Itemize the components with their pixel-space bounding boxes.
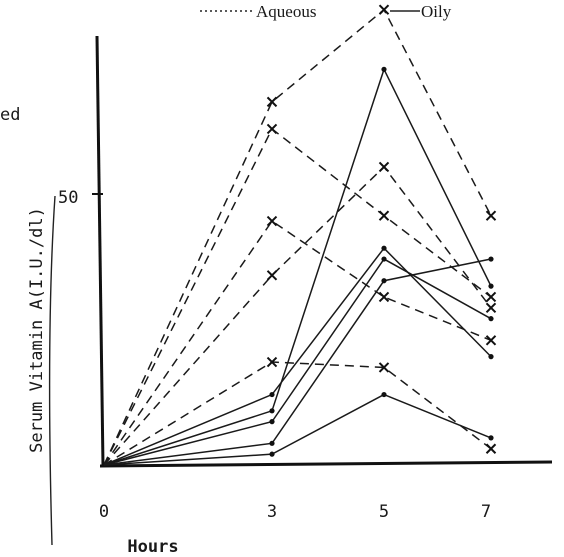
series-4-point-2 bbox=[378, 161, 390, 173]
series-line-7 bbox=[103, 247, 492, 466]
series-10-point-1 bbox=[269, 451, 275, 457]
legend-aqueous-label: Aqueous bbox=[256, 2, 316, 21]
series-10-point-2 bbox=[381, 391, 387, 398]
series-6-point-2 bbox=[381, 66, 387, 72]
series-1-point-1 bbox=[266, 96, 278, 108]
y-axis bbox=[95, 35, 105, 467]
series-9-point-3 bbox=[488, 256, 494, 262]
x-tick-label-5: 5 bbox=[379, 502, 389, 522]
series-8-point-3 bbox=[488, 316, 494, 322]
series-3-point-1 bbox=[266, 215, 278, 227]
x-tick-label-7: 7 bbox=[481, 502, 491, 522]
series-7-point-2 bbox=[381, 245, 387, 251]
series-line-5 bbox=[103, 361, 492, 466]
series-5-point-1 bbox=[266, 356, 278, 368]
series-2-point-1 bbox=[266, 123, 278, 135]
series-2-point-2 bbox=[378, 210, 390, 221]
series-line-4 bbox=[103, 165, 492, 466]
y-tick-label-50: 50 bbox=[58, 188, 78, 208]
x-tick-label-0: 0 bbox=[99, 502, 109, 522]
series-line-8 bbox=[103, 258, 492, 466]
series-layer bbox=[103, 4, 497, 466]
series-7-point-1 bbox=[269, 391, 275, 398]
series-3-point-2 bbox=[378, 291, 390, 303]
series-8-point-1 bbox=[269, 419, 275, 425]
series-4-point-3 bbox=[485, 302, 497, 314]
series-1-point-3 bbox=[485, 210, 497, 221]
series-7-point-3 bbox=[488, 354, 494, 360]
series-9-point-1 bbox=[269, 440, 275, 446]
series-10-point-3 bbox=[488, 435, 494, 441]
series-4-point-1 bbox=[266, 270, 278, 281]
series-line-1 bbox=[103, 8, 492, 466]
y-axis-bracket bbox=[48, 195, 56, 546]
x-axis-label: Hours bbox=[127, 537, 178, 557]
series-6-point-3 bbox=[488, 283, 494, 289]
series-9-point-2 bbox=[381, 278, 387, 284]
series-6-point-1 bbox=[269, 408, 275, 414]
series-3-point-3 bbox=[485, 335, 497, 346]
legend: Aqueous Oily bbox=[200, 2, 452, 21]
series-2-point-3 bbox=[485, 291, 497, 303]
y-axis-label: Serum Vitamin A(I.U./dl) bbox=[27, 207, 47, 453]
series-5-point-2 bbox=[378, 362, 390, 373]
series-line-2 bbox=[103, 127, 492, 466]
x-axis bbox=[99, 460, 553, 468]
x-tick-label-3: 3 bbox=[267, 502, 277, 522]
series-8-point-2 bbox=[381, 256, 387, 262]
legend-oily-label: Oily bbox=[421, 2, 452, 21]
series-line-6 bbox=[103, 67, 492, 466]
series-5-point-3 bbox=[485, 443, 497, 454]
series-line-10 bbox=[103, 393, 492, 466]
partial-left-label: ed bbox=[0, 105, 20, 125]
series-1-point-2 bbox=[378, 4, 390, 15]
series-line-9 bbox=[103, 258, 492, 466]
series-line-3 bbox=[103, 220, 492, 466]
